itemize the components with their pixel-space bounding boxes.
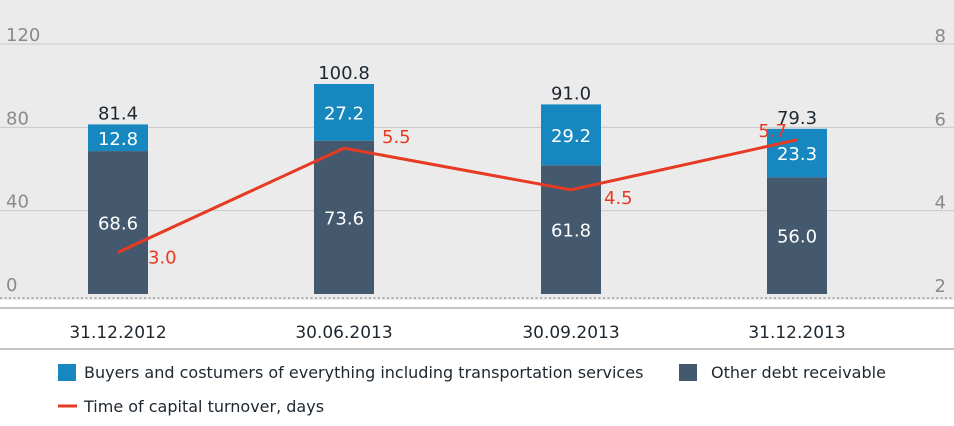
legend-label-buyers: Buyers and costumers of everything inclu… bbox=[84, 363, 643, 382]
bar-total-label: 91.0 bbox=[551, 83, 591, 104]
turnover-value-label: 3.0 bbox=[148, 247, 177, 268]
right-tick-label: 4 bbox=[935, 193, 946, 214]
left-axis-ticks: 0 40 80 120 bbox=[6, 25, 40, 296]
legend-label-turnover: Time of capital turnover, days bbox=[83, 397, 324, 416]
legend: Buyers and costumers of everything inclu… bbox=[58, 363, 886, 416]
x-axis-labels: 31.12.2012 30.06.2013 30.09.2013 31.12.2013 bbox=[69, 323, 845, 343]
left-tick-label: 40 bbox=[6, 192, 29, 213]
bar-other-debt bbox=[88, 151, 148, 294]
bar-label-buyers: 23.3 bbox=[777, 144, 817, 165]
bar-other-debt bbox=[767, 177, 827, 294]
bar-label-buyers: 27.2 bbox=[324, 103, 364, 124]
turnover-line-path bbox=[117, 138, 798, 254]
bars bbox=[88, 84, 827, 294]
bar-buyers bbox=[88, 124, 148, 152]
turnover-value-label: 5.7 bbox=[758, 121, 787, 142]
bar-label-buyers: 29.2 bbox=[551, 126, 591, 147]
left-tick-label: 80 bbox=[6, 108, 29, 129]
bar-label-buyers: 12.8 bbox=[98, 129, 138, 150]
x-tick-label: 31.12.2013 bbox=[748, 323, 845, 343]
bar-label-other-debt: 73.6 bbox=[324, 208, 364, 229]
x-tick-label: 30.09.2013 bbox=[522, 323, 619, 343]
legend-swatch-buyers bbox=[58, 364, 76, 381]
bar-value-labels: 68.6 12.8 81.4 73.6 27.2 100.8 61.8 29.2 91.0 56.… bbox=[98, 63, 817, 248]
bar-label-other-debt: 68.6 bbox=[98, 214, 138, 235]
turnover-value-label: 5.5 bbox=[382, 127, 411, 148]
bar-buyers bbox=[314, 84, 374, 141]
bar-total-label: 81.4 bbox=[98, 103, 138, 124]
turnover-value-label: 4.5 bbox=[604, 188, 633, 209]
x-tick-label: 30.06.2013 bbox=[295, 323, 392, 343]
legend-swatch-other bbox=[679, 364, 697, 381]
bar-label-other-debt: 56.0 bbox=[777, 227, 817, 248]
bar-total-label: 79.3 bbox=[777, 108, 817, 129]
left-tick-label: 120 bbox=[6, 25, 40, 46]
right-tick-label: 6 bbox=[935, 109, 946, 130]
x-tick-label: 31.12.2012 bbox=[69, 323, 166, 343]
right-tick-label: 2 bbox=[935, 276, 946, 297]
right-axis-ticks: 2 4 6 8 bbox=[935, 26, 946, 297]
bar-other-debt bbox=[314, 140, 374, 294]
legend-label-other: Other debt receivable bbox=[711, 363, 886, 382]
left-tick-label: 0 bbox=[6, 275, 17, 296]
right-tick-label: 8 bbox=[935, 26, 946, 47]
bar-label-other-debt: 61.8 bbox=[551, 221, 591, 242]
bar-buyers bbox=[767, 128, 827, 178]
bar-buyers bbox=[541, 104, 601, 166]
turnover-line: 3.0 5.5 4.5 5.7 bbox=[117, 121, 798, 268]
bar-total-label: 100.8 bbox=[318, 63, 370, 84]
